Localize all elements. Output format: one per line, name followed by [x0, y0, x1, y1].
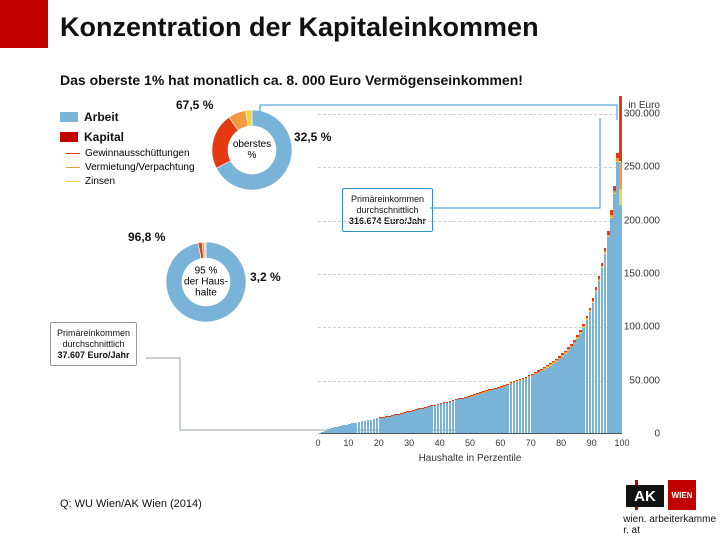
y-tick: 300.000 — [624, 109, 660, 120]
footer-url: wien. arbeiterkamme r. at — [623, 514, 716, 536]
footer-url-2: r. at — [623, 525, 640, 536]
bar-arbeit — [619, 205, 622, 433]
source-citation: Q: WU Wien/AK Wien (2014) — [60, 498, 202, 510]
y-tick: 150.000 — [624, 269, 660, 280]
y-tick: 100.000 — [624, 322, 660, 333]
bar-kapital-seg — [619, 162, 622, 189]
x-tick: 100 — [614, 438, 629, 448]
ak-logo: AK WIEN — [622, 480, 696, 510]
bar-kapital-seg — [619, 96, 622, 162]
x-tick: 50 — [465, 438, 475, 448]
footer-url-1: wien. arbeiterkamme — [623, 514, 716, 525]
x-tick: 30 — [404, 438, 414, 448]
bars-group — [318, 114, 622, 434]
x-tick: 90 — [587, 438, 597, 448]
x-tick: 40 — [435, 438, 445, 448]
x-tick: 70 — [526, 438, 536, 448]
bar-plot: 050.000100.000150.000200.000250.000300.0… — [318, 114, 622, 434]
accent-red-box — [0, 0, 48, 48]
x-tick: 60 — [495, 438, 505, 448]
ak-logo-text: AK — [626, 485, 664, 507]
chart-container: Arbeit Kapital GewinnausschüttungenVermi… — [60, 100, 660, 470]
x-tick: 0 — [315, 438, 320, 448]
y-tick: 50.000 — [629, 375, 660, 386]
x-axis-title: Haushalte in Perzentile — [419, 453, 522, 464]
x-tick: 80 — [556, 438, 566, 448]
page-subtitle: Das oberste 1% hat monatlich ca. 8. 000 … — [60, 72, 523, 88]
x-tick: 10 — [343, 438, 353, 448]
x-tick: 20 — [374, 438, 384, 448]
y-tick: 0 — [654, 429, 660, 440]
y-tick: 250.000 — [624, 162, 660, 173]
bar-kapital-seg — [619, 189, 622, 205]
ak-logo-flag: WIEN — [668, 480, 696, 510]
page-title: Konzentration der Kapitaleinkommen — [60, 12, 539, 43]
y-tick: 200.000 — [624, 215, 660, 226]
